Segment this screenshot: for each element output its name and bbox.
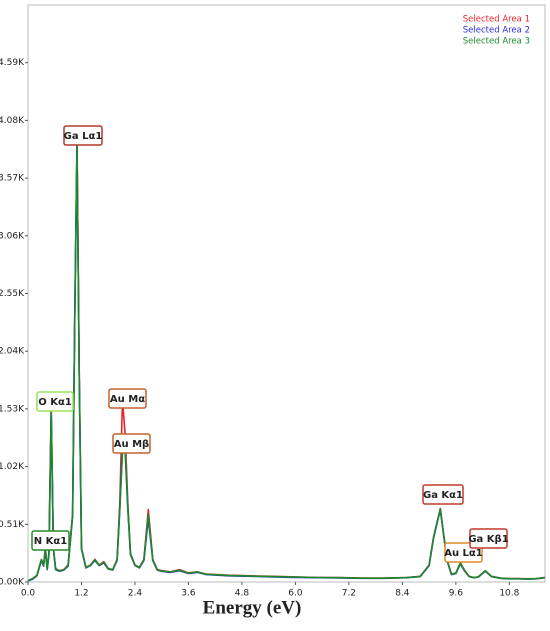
y-tick-label: 3.57K	[0, 174, 25, 184]
annotation: Ga Lα1	[64, 131, 103, 142]
x-tick-label: 4.8	[235, 589, 250, 599]
annotation-box	[112, 433, 151, 454]
y-tick-label: 2.55K	[0, 289, 25, 299]
y-tick-label: 0.51K	[0, 520, 25, 530]
plot-frame	[27, 4, 546, 583]
x-tick-label: 8.4	[395, 589, 410, 599]
y-tick-label: 4.59K	[0, 58, 25, 68]
annotation: N Kα1	[34, 536, 67, 547]
x-tick-label: 0.0	[21, 589, 36, 599]
annotation: Au Mα	[110, 394, 145, 405]
annotation-box	[469, 528, 508, 549]
annotation-box	[36, 391, 74, 412]
annotation: O Kα1	[38, 397, 72, 408]
spectrum-line	[27, 144, 546, 582]
spectrum-line	[27, 142, 546, 582]
annotation-box	[63, 125, 103, 146]
annotation: Ga Kβ1	[468, 534, 508, 545]
spectrum-line	[27, 145, 546, 582]
y-tick-label: 0.00K	[0, 578, 25, 588]
legend-entry: Selected Area 2	[463, 26, 530, 36]
y-tick-label: 1.53K	[0, 404, 25, 414]
legend-entry: Selected Area 1	[463, 15, 530, 25]
annotation: Au Lα1	[444, 548, 483, 559]
annotation: Ga Kα1	[423, 490, 463, 501]
y-tick-label: 2.04K	[0, 347, 25, 357]
x-tick-label: 9.6	[449, 589, 464, 599]
annotation-box	[31, 530, 70, 551]
legend-entry: Selected Area 3	[463, 37, 530, 47]
x-tick-label: 2.4	[128, 589, 143, 599]
annotation-box	[108, 388, 147, 409]
y-tick-label: 4.08K	[0, 116, 25, 126]
y-tick-label: 3.06K	[0, 231, 25, 241]
y-tick-label: 1.02K	[0, 462, 25, 472]
x-tick-label: 1.2	[74, 589, 88, 599]
x-tick-label: 3.6	[181, 589, 196, 599]
x-tick-label: 6.0	[288, 589, 303, 599]
annotation: Au Mβ	[114, 439, 149, 450]
x-tick-label: 7.2	[342, 589, 356, 599]
x-tick-label: 10.8	[499, 589, 519, 599]
annotation-box	[422, 484, 464, 505]
x-axis-label: Energy (eV)	[203, 597, 302, 618]
